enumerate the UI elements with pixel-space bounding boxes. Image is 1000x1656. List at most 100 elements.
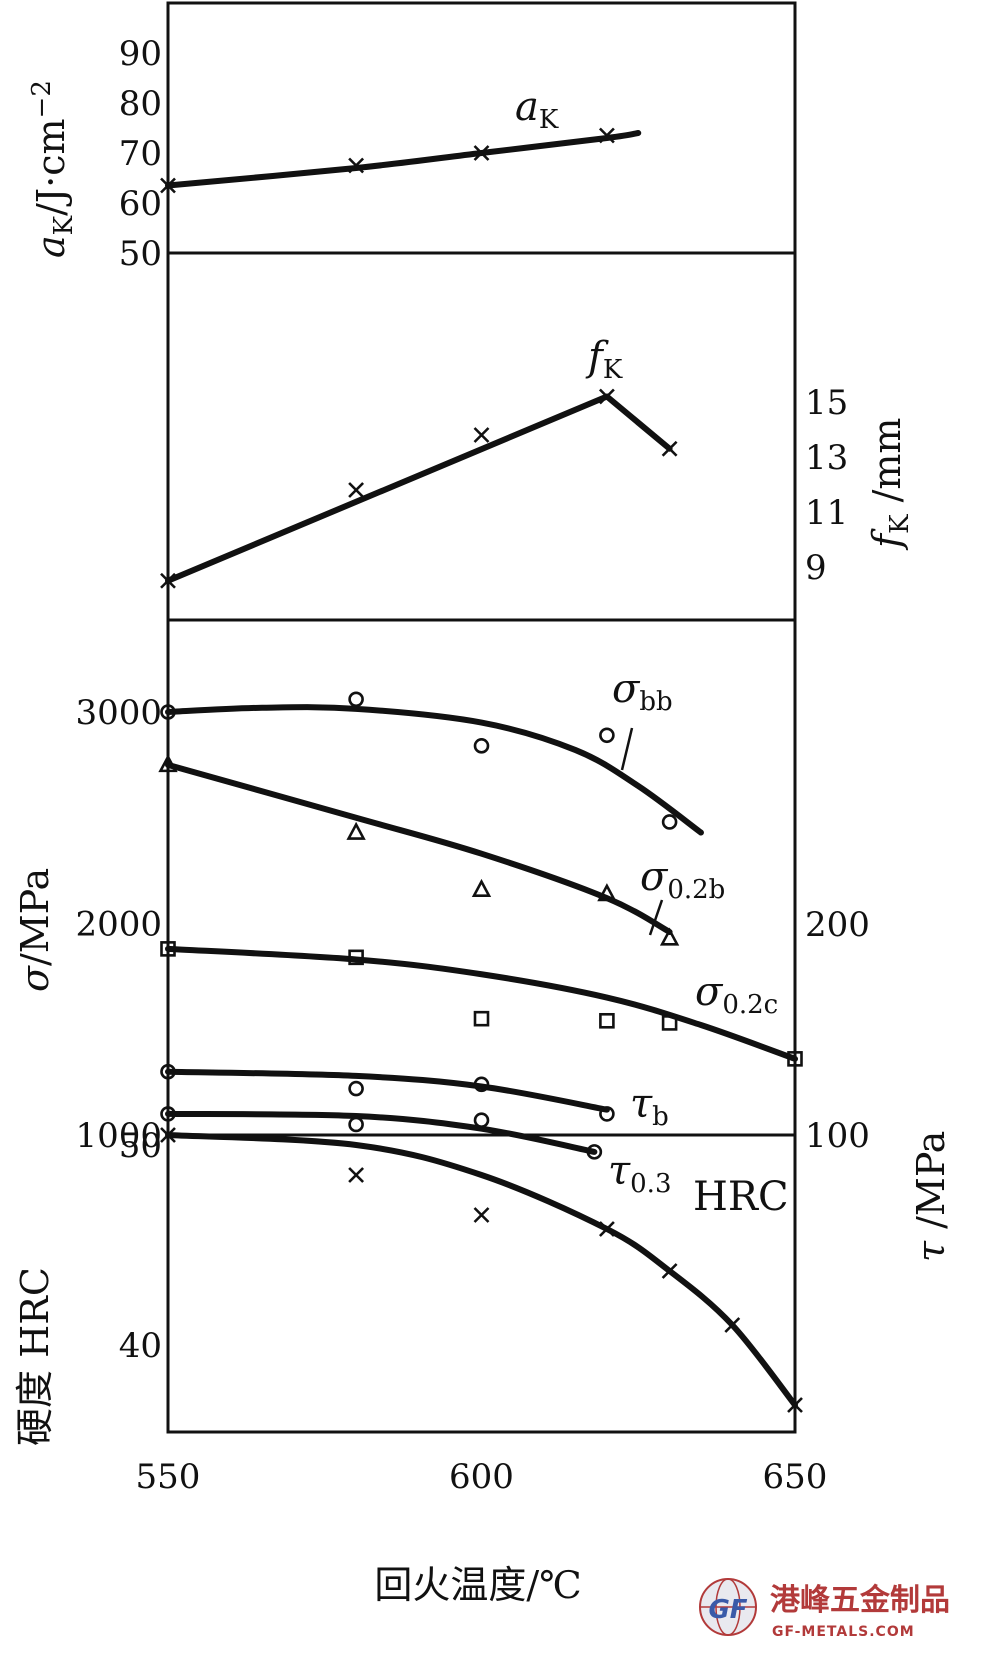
series-label-τb: τb [630, 1081, 669, 1132]
y-label-sigma-main: σ [13, 965, 57, 992]
series-point-σbb-4 [661, 814, 678, 830]
series-curve-fK [165, 393, 673, 584]
y-label-fK-unit: /mm [865, 418, 909, 515]
y-axis-label-aK: aK/J·cm−2 [27, 80, 79, 258]
series-point-HRC-6 [787, 1397, 803, 1413]
series-label-σ0.2c: σ0.2c [695, 969, 778, 1020]
series-point-τ0.3-1 [348, 1116, 364, 1133]
series-label-fK-sub: K [603, 355, 623, 385]
y-label-aK-sup: −2 [27, 80, 57, 118]
series-point-σ0.2b-0 [158, 754, 178, 773]
series-curve-σbb [165, 704, 704, 836]
sigma-right-y-tick-200: 200 [805, 905, 870, 945]
series-point-HRC-5-b [724, 1317, 741, 1333]
fK-y-tick-11: 11 [805, 493, 848, 533]
x-tick-label-650: 650 [763, 1457, 828, 1497]
series-label-τb-sub: b [652, 1102, 669, 1132]
series-label-σbb-main: σ [612, 666, 641, 712]
series-curve-σ0.2b [165, 761, 673, 935]
sigma-y-tick-2000: 2000 [75, 905, 162, 945]
y-label-sigma-unit: /MPa [13, 868, 57, 966]
series-point-σ0.2b-2 [471, 878, 492, 897]
series-point-aK-0 [160, 177, 176, 194]
series-point-HRC-1-b [348, 1167, 365, 1183]
series-label-aK-main: a [515, 84, 539, 130]
series-curve-σ0.2c [165, 945, 798, 1062]
series-point-τb-3 [599, 1106, 615, 1122]
y-axis-label-HRC: 硬度 HRC [13, 1267, 57, 1446]
series-point-fK-0 [160, 572, 176, 589]
series-label-σbb: σbb [612, 666, 673, 717]
series-point-fK-1-b [348, 482, 365, 498]
watermark-globe-icon: GF [699, 1578, 757, 1636]
series-point-σ0.2c-3 [599, 1012, 615, 1029]
series-label-σ0.2b-sub: 0.2b [667, 875, 725, 905]
y-label-fK-sub: K [885, 514, 915, 534]
series-point-σ0.2c-1 [348, 949, 364, 966]
series-point-σbb-1 [348, 691, 364, 708]
series-curve-τb [165, 1068, 610, 1113]
watermark-text-cn: 港峰五金制品 [770, 1583, 950, 1618]
series-point-HRC-3 [598, 1221, 615, 1237]
sigma-right-y-tick-100: 100 [805, 1116, 870, 1156]
series-point-HRC-3-b [598, 1221, 615, 1237]
series-point-σbb-3 [599, 727, 615, 744]
series-point-HRC-2-b [473, 1207, 490, 1223]
series-point-fK-3-b [598, 388, 615, 405]
series-point-σ0.2b-3 [597, 883, 617, 902]
series-point-τ0.3-2 [473, 1112, 490, 1129]
series-point-fK-4 [661, 440, 678, 457]
watermark-logo-text: GF [708, 1595, 747, 1625]
y-label-aK-unit: /J·cm [29, 118, 73, 215]
series-point-aK-2 [473, 145, 490, 161]
series-label-σ0.2c-main: σ [695, 969, 724, 1015]
series-point-fK-4-b [661, 440, 678, 457]
x-tick-label-550: 550 [136, 1457, 201, 1497]
series-label-HRC: HRC [693, 1174, 789, 1220]
x-tick-label-600: 600 [449, 1457, 514, 1497]
fK-y-tick-9: 9 [805, 548, 827, 588]
series-label-τ0.3-main: τ [608, 1148, 631, 1194]
series-point-σ0.2c-5 [787, 1051, 803, 1067]
series-point-τ0.3-0 [160, 1106, 176, 1122]
aK-y-tick-80: 80 [119, 84, 162, 124]
series-point-τb-0 [160, 1063, 176, 1080]
series-point-HRC-6-b [787, 1397, 803, 1413]
fK-y-tick-13: 13 [805, 438, 848, 478]
series-point-fK-0-b [160, 572, 176, 589]
aK-y-tick-60: 60 [119, 184, 162, 224]
series-point-HRC-5 [724, 1317, 741, 1333]
series-point-τb-1 [348, 1080, 364, 1097]
watermark-text-en: GF-METALS.COM [772, 1624, 915, 1640]
series-point-HRC-0 [160, 1127, 176, 1143]
series-leader-σbb [620, 727, 634, 771]
HRC-y-tick-40: 40 [119, 1326, 162, 1366]
sigma-y-tick-1000: 1000 [75, 1116, 162, 1156]
series-leader-σ0.2b [648, 899, 664, 936]
series-point-τb-2 [473, 1076, 490, 1093]
series-point-fK-3 [598, 388, 615, 405]
series-label-τ0.3: τ0.3 [608, 1148, 672, 1199]
y-label-aK-sub: K [49, 215, 79, 235]
y-label-tau-unit: /MPa [909, 1131, 953, 1241]
y-axis-label-sigma: σ/MPa [13, 868, 57, 992]
series-point-HRC-0-b [160, 1127, 176, 1143]
watermark: GF 港峰五金制品 GF-METALS.COM [699, 1578, 950, 1640]
series-label-τb-main: τ [630, 1081, 653, 1127]
series-label-aK-sub: K [539, 105, 559, 135]
series-point-aK-3 [598, 127, 615, 144]
series-point-aK-1-b [348, 157, 365, 174]
y-label-aK-main: a [29, 235, 73, 258]
series-point-HRC-4 [661, 1263, 678, 1279]
series-label-fK: fK [585, 334, 623, 385]
series-point-fK-2-b [473, 427, 490, 443]
series-label-aK: aK [515, 84, 559, 135]
y-axis-label-tau: τ /MPa [909, 1131, 953, 1262]
x-axis-label: 回火温度/℃ [374, 1563, 581, 1607]
series-point-aK-1 [348, 157, 365, 174]
series-point-HRC-2 [473, 1207, 490, 1223]
series-point-aK-3-b [598, 127, 615, 144]
